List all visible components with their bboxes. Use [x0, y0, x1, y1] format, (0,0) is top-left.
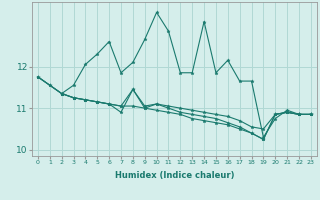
X-axis label: Humidex (Indice chaleur): Humidex (Indice chaleur)	[115, 171, 234, 180]
